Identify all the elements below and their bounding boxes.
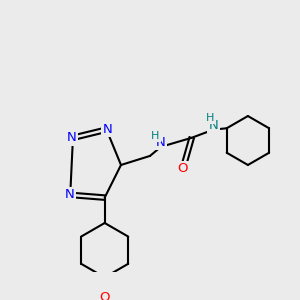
Text: N: N bbox=[67, 131, 77, 144]
Text: N: N bbox=[156, 136, 166, 149]
Text: N: N bbox=[64, 188, 74, 201]
Text: H: H bbox=[151, 131, 160, 141]
Text: N: N bbox=[208, 118, 218, 132]
Text: O: O bbox=[177, 162, 188, 175]
Text: H: H bbox=[206, 113, 214, 123]
Text: O: O bbox=[99, 291, 110, 300]
Text: N: N bbox=[103, 123, 112, 136]
